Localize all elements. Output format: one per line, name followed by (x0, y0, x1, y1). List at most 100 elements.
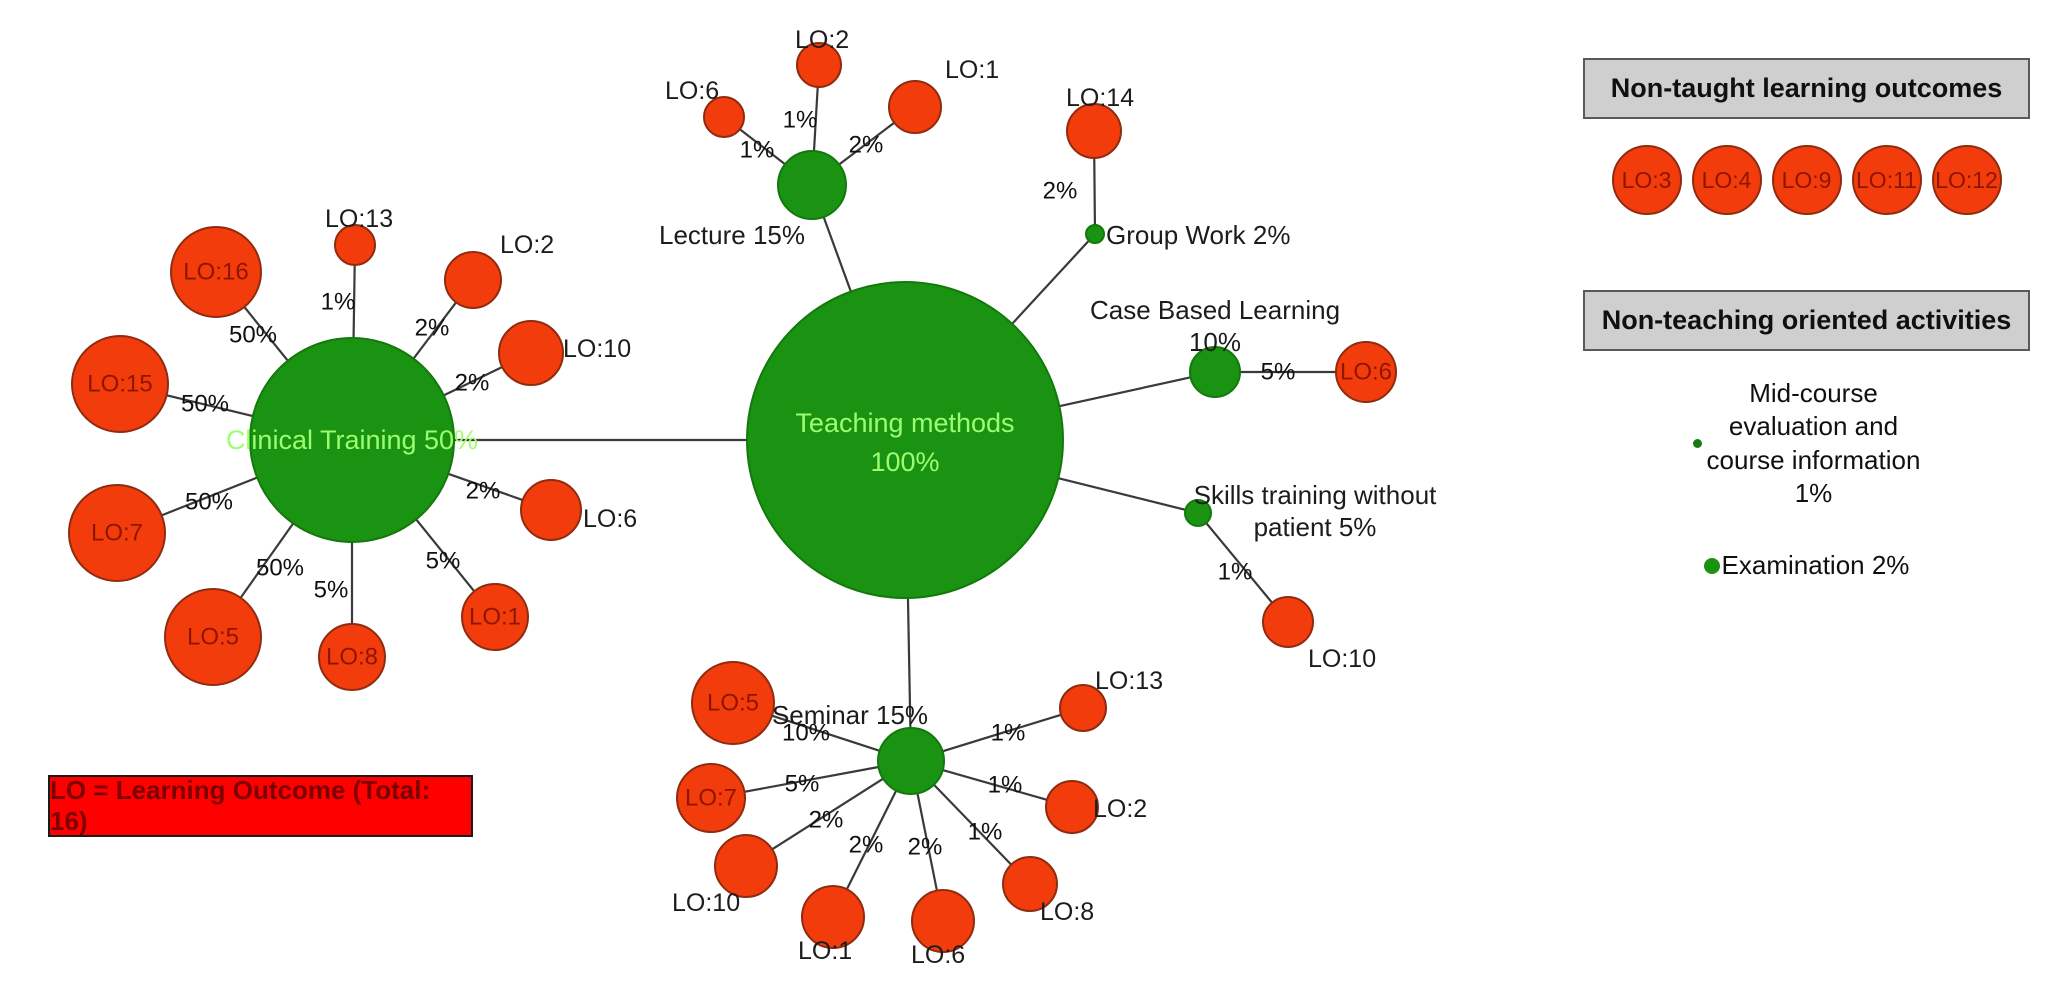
method-node-label-pct: patient 5% (1254, 512, 1377, 542)
edge-lecture-0 (739, 128, 786, 166)
lo-node-lo-2 (1045, 780, 1099, 834)
lo-node-label: LO:14 (1066, 84, 1134, 112)
method-node-label: Seminar 15% (772, 700, 928, 730)
lo-node-lo-1 (461, 583, 529, 651)
edge-clinical-8 (412, 301, 457, 360)
edge-percent-clinical-0: 50% (229, 322, 277, 349)
center-node-percent: 100% (870, 447, 939, 477)
green-dot-icon (1703, 557, 1720, 574)
lo-node-label: LO:7 (91, 520, 143, 547)
legend-non-taught-chips: LO:3 LO:4 LO:9 LO:11 LO:12 (1583, 145, 2030, 215)
edge-percent-clinical-6: 2% (466, 478, 501, 505)
edge-percent-clinical-3: 50% (256, 555, 304, 582)
edge-percent-cbl-0: 5% (1261, 359, 1296, 386)
edge-percent-skills-0: 1% (1218, 559, 1253, 586)
method-node-clinical-training (249, 337, 455, 543)
lo-node-label: LO:1 (798, 937, 852, 965)
lo-node-lo-7 (68, 484, 166, 582)
edge-percent-seminar-7: 1% (991, 720, 1026, 747)
center-node-label: Teaching methods (795, 408, 1014, 438)
lo-node-label: LO:1 (469, 604, 521, 631)
edge-percent-lecture-0: 1% (740, 137, 775, 164)
activity-line-4: 1% (1794, 477, 1833, 508)
lo-node-label: LO:2 (795, 26, 849, 54)
lo-node-lo-5 (164, 588, 262, 686)
lo-node-label: LO:6 (583, 505, 637, 533)
legend-lo-chip-lo-11: LO:11 (1851, 145, 1922, 215)
edge-lecture-1 (812, 86, 819, 152)
green-dot-icon (1692, 439, 1702, 449)
lo-node-lo-8 (318, 623, 386, 691)
legend-non-taught-outcomes: Non-taught learning outcomes LO:3 LO:4 LO:… (1583, 58, 2030, 215)
method-node-case-based-learning (1189, 346, 1241, 398)
edge-percent-clinical-1: 50% (181, 391, 229, 418)
lo-node-label: LO:13 (325, 205, 393, 233)
lo-node-label: LO:8 (326, 644, 378, 671)
activity-mid-course-label: Mid-course evaluation and course informa… (1707, 377, 1921, 510)
edge-percent-seminar-6: 1% (988, 772, 1023, 799)
edge-clinical-3 (239, 522, 295, 599)
edge-percent-lecture-2: 2% (849, 132, 884, 159)
edge-seminar-3 (845, 790, 898, 890)
nodes-layer (68, 42, 1397, 953)
lo-node-lo-8 (1002, 856, 1058, 912)
method-node-group-work (1085, 224, 1105, 244)
edge-seminar-4 (916, 793, 938, 891)
lo-node-lo-6 (911, 889, 975, 953)
lo-node-label: LO:1 (945, 56, 999, 84)
lo-node-label: LO:6 (1340, 359, 1392, 386)
lo-node-lo-1 (888, 80, 942, 134)
method-node-seminar (877, 727, 945, 795)
lo-node-label: LO:7 (685, 785, 737, 812)
lo-node-lo-5 (691, 661, 775, 745)
edge-percent-clinical-9: 1% (321, 289, 356, 316)
edge-clinical-6 (447, 472, 524, 502)
edge-seminar-0 (771, 714, 880, 752)
method-node-label-pct: 10% (1189, 327, 1241, 357)
lo-node-label: LO:15 (87, 371, 152, 398)
edge-percent-clinical-8: 2% (415, 315, 450, 342)
edge-clinical-5 (415, 518, 476, 593)
edge-percent-clinical-4: 5% (314, 577, 349, 604)
lo-node-lo-6 (520, 479, 582, 541)
edge-lecture-2 (838, 121, 895, 166)
activity-examination-label: Examination 2% (1721, 550, 1910, 581)
edge-percent-seminar-1: 5% (785, 771, 820, 798)
edge-center-to-case-based-learning (1059, 376, 1191, 408)
activity-line-2: evaluation and (1728, 411, 1899, 442)
lo-node-lo-10 (1262, 596, 1314, 648)
lo-node-lo-10 (714, 834, 778, 898)
edge-seminar-1 (744, 765, 879, 793)
method-node-lecture (777, 150, 847, 220)
legend-lo-chip-lo-4: LO:4 (1691, 145, 1762, 215)
lo-node-lo-13 (1059, 684, 1107, 732)
method-node-skills-training (1184, 499, 1212, 527)
learning-outcome-key-box: LO = Learning Outcome (Total: 16) (48, 775, 473, 837)
edge-percent-lecture-1: 1% (783, 107, 818, 134)
lo-node-lo-1 (801, 885, 865, 949)
activity-line-3: course information (1706, 444, 1921, 475)
lo-node-lo-13 (334, 224, 376, 266)
edge-seminar-7 (942, 713, 1062, 753)
lo-node-label: LO:10 (672, 889, 740, 917)
edge-center-to-skills-training (1058, 477, 1186, 511)
edge-groupwork-0 (1093, 157, 1097, 226)
edge-clinical-2 (161, 476, 258, 517)
edge-center-to-seminar (906, 597, 912, 729)
legend-non-taught-title: Non-taught learning outcomes (1583, 58, 2030, 119)
labels-layer: LO:16 50% LO:15 50% LO:7 50% LO:5 50% LO:8 5% LO:1… (87, 26, 1437, 969)
legend-lo-chip-lo-9: LO:9 (1771, 145, 1842, 215)
lo-node-label: LO:10 (563, 335, 631, 363)
legend-non-teaching-activities: Non-teaching oriented activities Mid-cou… (1583, 290, 2030, 581)
edge-percent-seminar-2: 2% (809, 807, 844, 834)
lo-node-label: LO:13 (1095, 667, 1163, 695)
edge-clinical-0 (243, 306, 289, 362)
edge-percent-clinical-7: 2% (455, 370, 490, 397)
edge-percent-clinical-5: 5% (426, 548, 461, 575)
lo-node-lo-2 (444, 251, 502, 309)
method-node-label: Skills training without (1194, 480, 1438, 510)
lo-node-label: LO:6 (911, 941, 965, 969)
edge-seminar-2 (771, 777, 884, 851)
